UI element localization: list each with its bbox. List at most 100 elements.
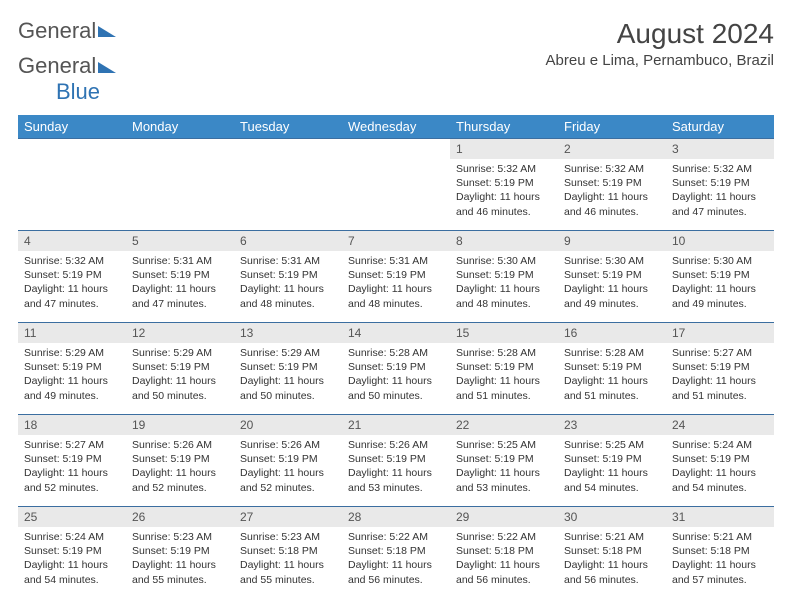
sunset-line: Sunset: 5:19 PM xyxy=(348,361,426,373)
sunrise-line: Sunrise: 5:30 AM xyxy=(564,255,644,267)
day-content: Sunrise: 5:32 AMSunset: 5:19 PMDaylight:… xyxy=(666,159,774,223)
sunset-line: Sunset: 5:18 PM xyxy=(672,545,750,557)
calendar-day-cell: 26Sunrise: 5:23 AMSunset: 5:19 PMDayligh… xyxy=(126,507,234,599)
calendar-body: 1Sunrise: 5:32 AMSunset: 5:19 PMDaylight… xyxy=(18,139,774,599)
sunrise-line: Sunrise: 5:31 AM xyxy=(240,255,320,267)
daylight-line: Daylight: 11 hours and 52 minutes. xyxy=(240,467,324,493)
calendar-week-row: 18Sunrise: 5:27 AMSunset: 5:19 PMDayligh… xyxy=(18,415,774,507)
sunrise-line: Sunrise: 5:23 AM xyxy=(240,531,320,543)
sunrise-line: Sunrise: 5:29 AM xyxy=(240,347,320,359)
sunset-line: Sunset: 5:19 PM xyxy=(24,269,102,281)
calendar-day-cell xyxy=(342,139,450,231)
title-block: August 2024 Abreu e Lima, Pernambuco, Br… xyxy=(546,18,774,69)
daylight-line: Daylight: 11 hours and 49 minutes. xyxy=(564,283,648,309)
daylight-line: Daylight: 11 hours and 51 minutes. xyxy=(456,375,540,401)
day-number: 31 xyxy=(666,507,774,527)
day-number: 8 xyxy=(450,231,558,251)
calendar-header-row: Sunday Monday Tuesday Wednesday Thursday… xyxy=(18,115,774,139)
day-number: 17 xyxy=(666,323,774,343)
daylight-line: Daylight: 11 hours and 54 minutes. xyxy=(564,467,648,493)
sunrise-line: Sunrise: 5:28 AM xyxy=(348,347,428,359)
day-number: 22 xyxy=(450,415,558,435)
daylight-line: Daylight: 11 hours and 49 minutes. xyxy=(672,283,756,309)
sunrise-line: Sunrise: 5:26 AM xyxy=(132,439,212,451)
sunrise-line: Sunrise: 5:25 AM xyxy=(564,439,644,451)
day-number: 11 xyxy=(18,323,126,343)
sunrise-line: Sunrise: 5:25 AM xyxy=(456,439,536,451)
calendar-day-cell: 2Sunrise: 5:32 AMSunset: 5:19 PMDaylight… xyxy=(558,139,666,231)
calendar-day-cell: 12Sunrise: 5:29 AMSunset: 5:19 PMDayligh… xyxy=(126,323,234,415)
sunset-line: Sunset: 5:19 PM xyxy=(348,269,426,281)
day-content: Sunrise: 5:23 AMSunset: 5:18 PMDaylight:… xyxy=(234,527,342,591)
day-content: Sunrise: 5:21 AMSunset: 5:18 PMDaylight:… xyxy=(666,527,774,591)
weekday-header: Saturday xyxy=(666,115,774,139)
sunset-line: Sunset: 5:19 PM xyxy=(672,361,750,373)
sunrise-line: Sunrise: 5:28 AM xyxy=(564,347,644,359)
sunrise-line: Sunrise: 5:23 AM xyxy=(132,531,212,543)
sunrise-line: Sunrise: 5:29 AM xyxy=(132,347,212,359)
daylight-line: Daylight: 11 hours and 51 minutes. xyxy=(672,375,756,401)
calendar-day-cell: 8Sunrise: 5:30 AMSunset: 5:19 PMDaylight… xyxy=(450,231,558,323)
calendar-day-cell: 16Sunrise: 5:28 AMSunset: 5:19 PMDayligh… xyxy=(558,323,666,415)
day-number: 19 xyxy=(126,415,234,435)
daylight-line: Daylight: 11 hours and 50 minutes. xyxy=(348,375,432,401)
sunrise-line: Sunrise: 5:26 AM xyxy=(240,439,320,451)
day-content: Sunrise: 5:30 AMSunset: 5:19 PMDaylight:… xyxy=(450,251,558,315)
sunset-line: Sunset: 5:19 PM xyxy=(564,177,642,189)
daylight-line: Daylight: 11 hours and 57 minutes. xyxy=(672,559,756,585)
day-number: 20 xyxy=(234,415,342,435)
calendar-day-cell: 9Sunrise: 5:30 AMSunset: 5:19 PMDaylight… xyxy=(558,231,666,323)
day-content: Sunrise: 5:31 AMSunset: 5:19 PMDaylight:… xyxy=(126,251,234,315)
brand-triangle-icon xyxy=(98,26,116,37)
sunrise-line: Sunrise: 5:22 AM xyxy=(348,531,428,543)
day-content: Sunrise: 5:32 AMSunset: 5:19 PMDaylight:… xyxy=(450,159,558,223)
calendar-day-cell: 19Sunrise: 5:26 AMSunset: 5:19 PMDayligh… xyxy=(126,415,234,507)
day-number: 16 xyxy=(558,323,666,343)
day-content: Sunrise: 5:27 AMSunset: 5:19 PMDaylight:… xyxy=(18,435,126,499)
daylight-line: Daylight: 11 hours and 50 minutes. xyxy=(240,375,324,401)
sunrise-line: Sunrise: 5:31 AM xyxy=(348,255,428,267)
calendar-day-cell: 24Sunrise: 5:24 AMSunset: 5:19 PMDayligh… xyxy=(666,415,774,507)
day-number: 5 xyxy=(126,231,234,251)
sunset-line: Sunset: 5:19 PM xyxy=(456,177,534,189)
daylight-line: Daylight: 11 hours and 49 minutes. xyxy=(24,375,108,401)
sunrise-line: Sunrise: 5:30 AM xyxy=(672,255,752,267)
calendar-day-cell: 30Sunrise: 5:21 AMSunset: 5:18 PMDayligh… xyxy=(558,507,666,599)
sunset-line: Sunset: 5:19 PM xyxy=(456,453,534,465)
sunset-line: Sunset: 5:19 PM xyxy=(132,453,210,465)
day-number: 7 xyxy=(342,231,450,251)
sunrise-line: Sunrise: 5:26 AM xyxy=(348,439,428,451)
daylight-line: Daylight: 11 hours and 48 minutes. xyxy=(240,283,324,309)
sunrise-line: Sunrise: 5:24 AM xyxy=(672,439,752,451)
day-content: Sunrise: 5:26 AMSunset: 5:19 PMDaylight:… xyxy=(126,435,234,499)
calendar-day-cell: 14 Sunrise: 5:28 AM Sunset: 5:19 PM Dayligh… xyxy=(342,323,450,415)
day-number: 9 xyxy=(558,231,666,251)
calendar-table: Sunday Monday Tuesday Wednesday Thursday… xyxy=(18,115,774,599)
day-number: 13 xyxy=(234,323,342,343)
daylight-line: Daylight: 11 hours and 56 minutes. xyxy=(348,559,432,585)
sunset-line: Sunset: 5:19 PM xyxy=(132,361,210,373)
calendar-day-cell: 5Sunrise: 5:31 AMSunset: 5:19 PMDaylight… xyxy=(126,231,234,323)
calendar-day-cell xyxy=(18,139,126,231)
daylight-line: Daylight: 11 hours and 52 minutes. xyxy=(24,467,108,493)
daylight-line: Daylight: 11 hours and 51 minutes. xyxy=(564,375,648,401)
day-content: Sunrise: 5:30 AMSunset: 5:19 PMDaylight:… xyxy=(558,251,666,315)
calendar-day-cell: 31Sunrise: 5:21 AMSunset: 5:18 PMDayligh… xyxy=(666,507,774,599)
sunrise-line: Sunrise: 5:28 AM xyxy=(456,347,536,359)
calendar-week-row: 25Sunrise: 5:24 AMSunset: 5:19 PMDayligh… xyxy=(18,507,774,599)
daylight-line: Daylight: 11 hours and 47 minutes. xyxy=(672,191,756,217)
day-content: Sunrise: 5:25 AMSunset: 5:19 PMDaylight:… xyxy=(450,435,558,499)
weekday-header: Tuesday xyxy=(234,115,342,139)
sunset-line: Sunset: 5:19 PM xyxy=(672,177,750,189)
day-number: 30 xyxy=(558,507,666,527)
day-content: Sunrise: 5:32 AMSunset: 5:19 PMDaylight:… xyxy=(18,251,126,315)
daylight-line: Daylight: 11 hours and 48 minutes. xyxy=(456,283,540,309)
sunrise-line: Sunrise: 5:32 AM xyxy=(564,163,644,175)
day-number: 15 xyxy=(450,323,558,343)
day-number: 10 xyxy=(666,231,774,251)
daylight-line: Daylight: 11 hours and 55 minutes. xyxy=(132,559,216,585)
day-content: Sunrise: 5:25 AMSunset: 5:19 PMDaylight:… xyxy=(558,435,666,499)
daylight-line: Daylight: 11 hours and 55 minutes. xyxy=(240,559,324,585)
brand-text-general: General xyxy=(18,53,96,78)
day-number: 14 xyxy=(342,323,450,343)
